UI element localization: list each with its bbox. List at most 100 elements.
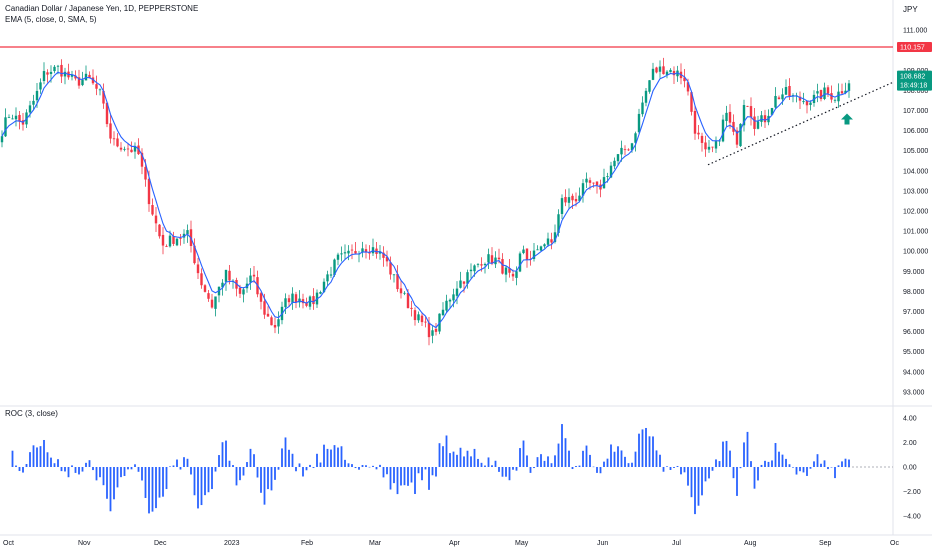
roc-bar [50,457,52,467]
candle-body [616,154,620,162]
up-arrow-icon [841,113,853,125]
candle-body [214,296,217,309]
candle-body [410,307,413,309]
roc-bar [617,446,619,467]
candle-body [252,274,256,277]
roc-bar [799,467,801,472]
roc-bar [193,467,196,496]
roc-bar [351,464,353,467]
candle-body [7,117,11,119]
candle-body [707,146,711,150]
candle-body [329,274,333,276]
roc-bar [375,467,378,470]
candle-body [242,289,245,295]
roc-tick-label: −2.00 [903,489,921,496]
candle-body [788,86,791,97]
roc-bar [358,467,360,470]
roc-bar [645,427,647,467]
roc-bar [330,449,332,467]
candle-body [56,65,60,67]
up-arrow-shape [841,113,853,125]
roc-bar [155,467,157,509]
roc-bar [655,450,658,467]
time-tick-label: Sep [819,540,832,547]
candle-body [49,71,53,74]
roc-bar [235,467,238,486]
roc-axis[interactable]: 4.00 2.00 0.00 −2.00 −4.00 [903,416,921,521]
candle-series[interactable] [0,57,851,346]
roc-bar [442,446,444,467]
roc-bar [288,449,290,467]
candle-body [805,100,809,106]
candle-body [504,267,508,275]
candle-body [770,108,774,115]
roc-bar [543,460,546,467]
roc-bar [43,439,45,467]
candle-body [196,264,200,274]
roc-bar [36,447,38,467]
roc-bar [281,448,283,467]
roc-bar [582,450,584,467]
roc-bar [687,467,689,486]
roc-bar [666,466,668,467]
candle-body [725,112,728,122]
roc-bar [477,458,479,467]
roc-bar [18,467,21,472]
time-axis[interactable]: Oct Nov Dec 2023 Feb Mar Apr May Jun Jul Aug Sep Oc [3,540,899,547]
candle-body [91,77,95,84]
roc-bar [207,467,210,493]
ema-legend[interactable]: EMA (5, close, 0, SMA, 5) [5,15,97,24]
roc-bar [71,465,73,467]
roc-bar [25,464,28,467]
roc-bar [319,462,322,467]
candle-body [746,105,749,107]
roc-bar [837,465,840,467]
roc-bar [372,465,374,467]
roc-bar [676,466,679,467]
candle-body [175,238,179,246]
roc-bar [211,467,213,490]
candle-body [249,275,252,283]
roc-bar [813,461,815,467]
roc-bar [85,462,87,467]
roc-bar [183,457,185,467]
roc-bar [470,456,472,467]
candle-body [427,322,431,338]
roc-bar [736,467,738,496]
candle-body [553,232,557,242]
candle-body [147,178,151,205]
price-axis[interactable]: 111.000109.000108.000107.000106.000105.0… [903,28,928,397]
roc-bar [221,442,224,467]
roc-bar [449,453,451,467]
candle-body [186,230,189,235]
candle-body [284,298,287,308]
candle-body [518,253,522,272]
roc-bar [715,459,717,467]
candle-body [60,64,63,77]
candle-body [753,116,756,129]
candle-body [763,115,767,123]
roc-bar [228,460,231,467]
roc-bar [820,463,822,467]
candle-body [322,281,326,293]
candle-body [819,90,823,99]
candle-body [168,235,172,247]
resistance-tag-label: 110.157 [900,44,925,51]
candle-body [277,319,280,327]
candle-body [637,113,641,133]
candle-body [35,90,39,101]
resistance-tag [897,41,932,52]
time-tick-label: Feb [301,540,313,547]
candle-body [39,82,42,90]
last-price-label: 108.682 [900,74,925,81]
roc-bar [711,467,714,471]
trendline-dotted[interactable] [707,81,894,166]
candle-body [501,259,504,274]
roc-bar [760,464,763,467]
candle-body [74,75,77,79]
candle-body [102,90,105,104]
roc-bar [424,467,427,470]
roc-legend[interactable]: ROC (3, close) [5,409,58,418]
roc-bar [750,461,752,467]
